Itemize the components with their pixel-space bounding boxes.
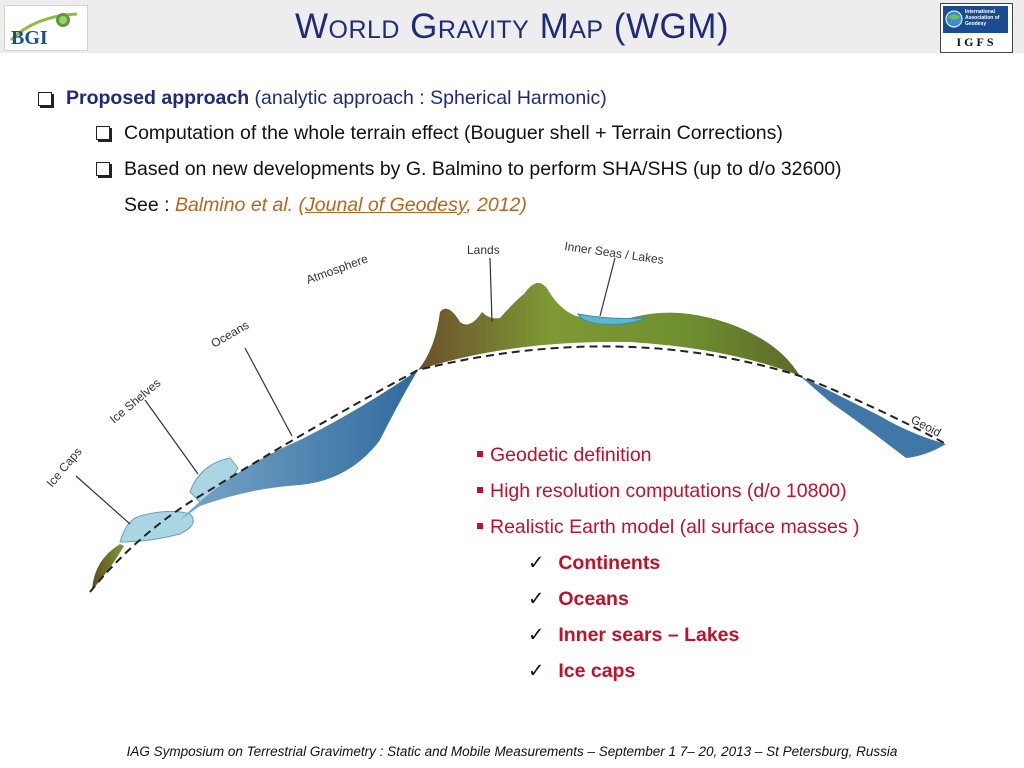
reference-prefix: See : xyxy=(124,194,175,216)
checkbox-bullet-icon xyxy=(96,162,110,176)
iag-igfs-logo: International Association of Geodesy IGF… xyxy=(940,3,1013,53)
ocean-shape xyxy=(180,370,418,520)
checkbox-bullet-icon xyxy=(96,126,110,140)
label-oceans: Oceans xyxy=(209,318,252,351)
check-item: ✓ Continents xyxy=(528,551,660,575)
label-ice-shelves: Ice Shelves xyxy=(107,376,164,427)
checkbox-bullet-icon xyxy=(38,92,52,106)
reference-authors: Balmino et al. ( xyxy=(174,194,306,216)
page-title: World Gravity Map (WGM) xyxy=(294,7,730,46)
title-bar: BGI World Gravity Map (WGM) Internationa… xyxy=(0,0,1024,53)
footer-caption: IAG Symposium on Terrestrial Gravimetry … xyxy=(126,744,898,759)
check-item: ✓ Inner sears – Lakes xyxy=(528,623,739,647)
checkmark-icon: ✓ xyxy=(528,588,545,610)
land-shape xyxy=(418,282,800,376)
feature-item-text: Geodetic definition xyxy=(490,444,652,466)
feature-item: Realistic Earth model (all surface masse… xyxy=(477,515,860,539)
check-item-text: Oceans xyxy=(558,588,629,610)
land-left xyxy=(92,544,124,590)
checkmark-icon: ✓ xyxy=(528,624,545,646)
checkmark-icon: ✓ xyxy=(528,552,545,574)
square-bullet-icon xyxy=(477,450,483,457)
checkmark-icon: ✓ xyxy=(528,660,545,682)
bullet-proposed-approach-rest: (analytic approach : Spherical Harmonic) xyxy=(249,87,607,109)
reference-year: , 2012 xyxy=(466,194,521,216)
feature-item-text: Realistic Earth model (all surface masse… xyxy=(490,516,860,538)
bullet-sha-shs: Based on new developments by G. Balmino … xyxy=(124,158,842,180)
feature-item: High resolution computations (d/o 10800) xyxy=(477,479,847,503)
iag-logo-band: International Association of Geodesy xyxy=(943,6,1008,33)
feature-item-text: High resolution computations (d/o 10800) xyxy=(490,480,847,502)
geoid-curve xyxy=(89,345,947,593)
bullet-terrain-effect: Computation of the whole terrain effect … xyxy=(124,122,783,144)
label-atmosphere: Atmosphere xyxy=(304,251,370,286)
square-bullet-icon xyxy=(477,522,483,529)
bullet-proposed-approach: Proposed approach (analytic approach : S… xyxy=(66,86,607,110)
right-ocean-shape xyxy=(800,376,946,458)
check-item: ✓ Ice caps xyxy=(528,659,635,683)
bgi-logo-text: BGI xyxy=(11,27,48,49)
label-ice-caps: Ice Caps xyxy=(44,445,85,490)
label-lands: Lands xyxy=(467,243,500,257)
bgi-logo: BGI xyxy=(4,5,88,51)
bullet-proposed-approach-bold: Proposed approach xyxy=(66,87,250,109)
inner-sea-shape xyxy=(577,313,647,325)
iag-logo-text: International Association of Geodesy xyxy=(965,9,1000,27)
reference-close: ) xyxy=(520,194,527,216)
reference-line: See : Balmino et al. (Jounal of Geodesy,… xyxy=(124,193,527,217)
check-item-text: Continents xyxy=(558,552,661,574)
square-bullet-icon xyxy=(477,486,483,493)
check-item: ✓ Oceans xyxy=(528,587,629,611)
earth-surface-diagram: Atmosphere Lands Inner Seas / Lakes Ocea… xyxy=(44,239,947,593)
reference-journal-link[interactable]: Jounal of Geodesy xyxy=(305,194,467,216)
feature-item: Geodetic definition xyxy=(477,443,652,467)
check-item-text: Ice caps xyxy=(558,660,636,682)
check-item-text: Inner sears – Lakes xyxy=(558,624,740,646)
igfs-logo-text: IGFS xyxy=(956,35,997,49)
